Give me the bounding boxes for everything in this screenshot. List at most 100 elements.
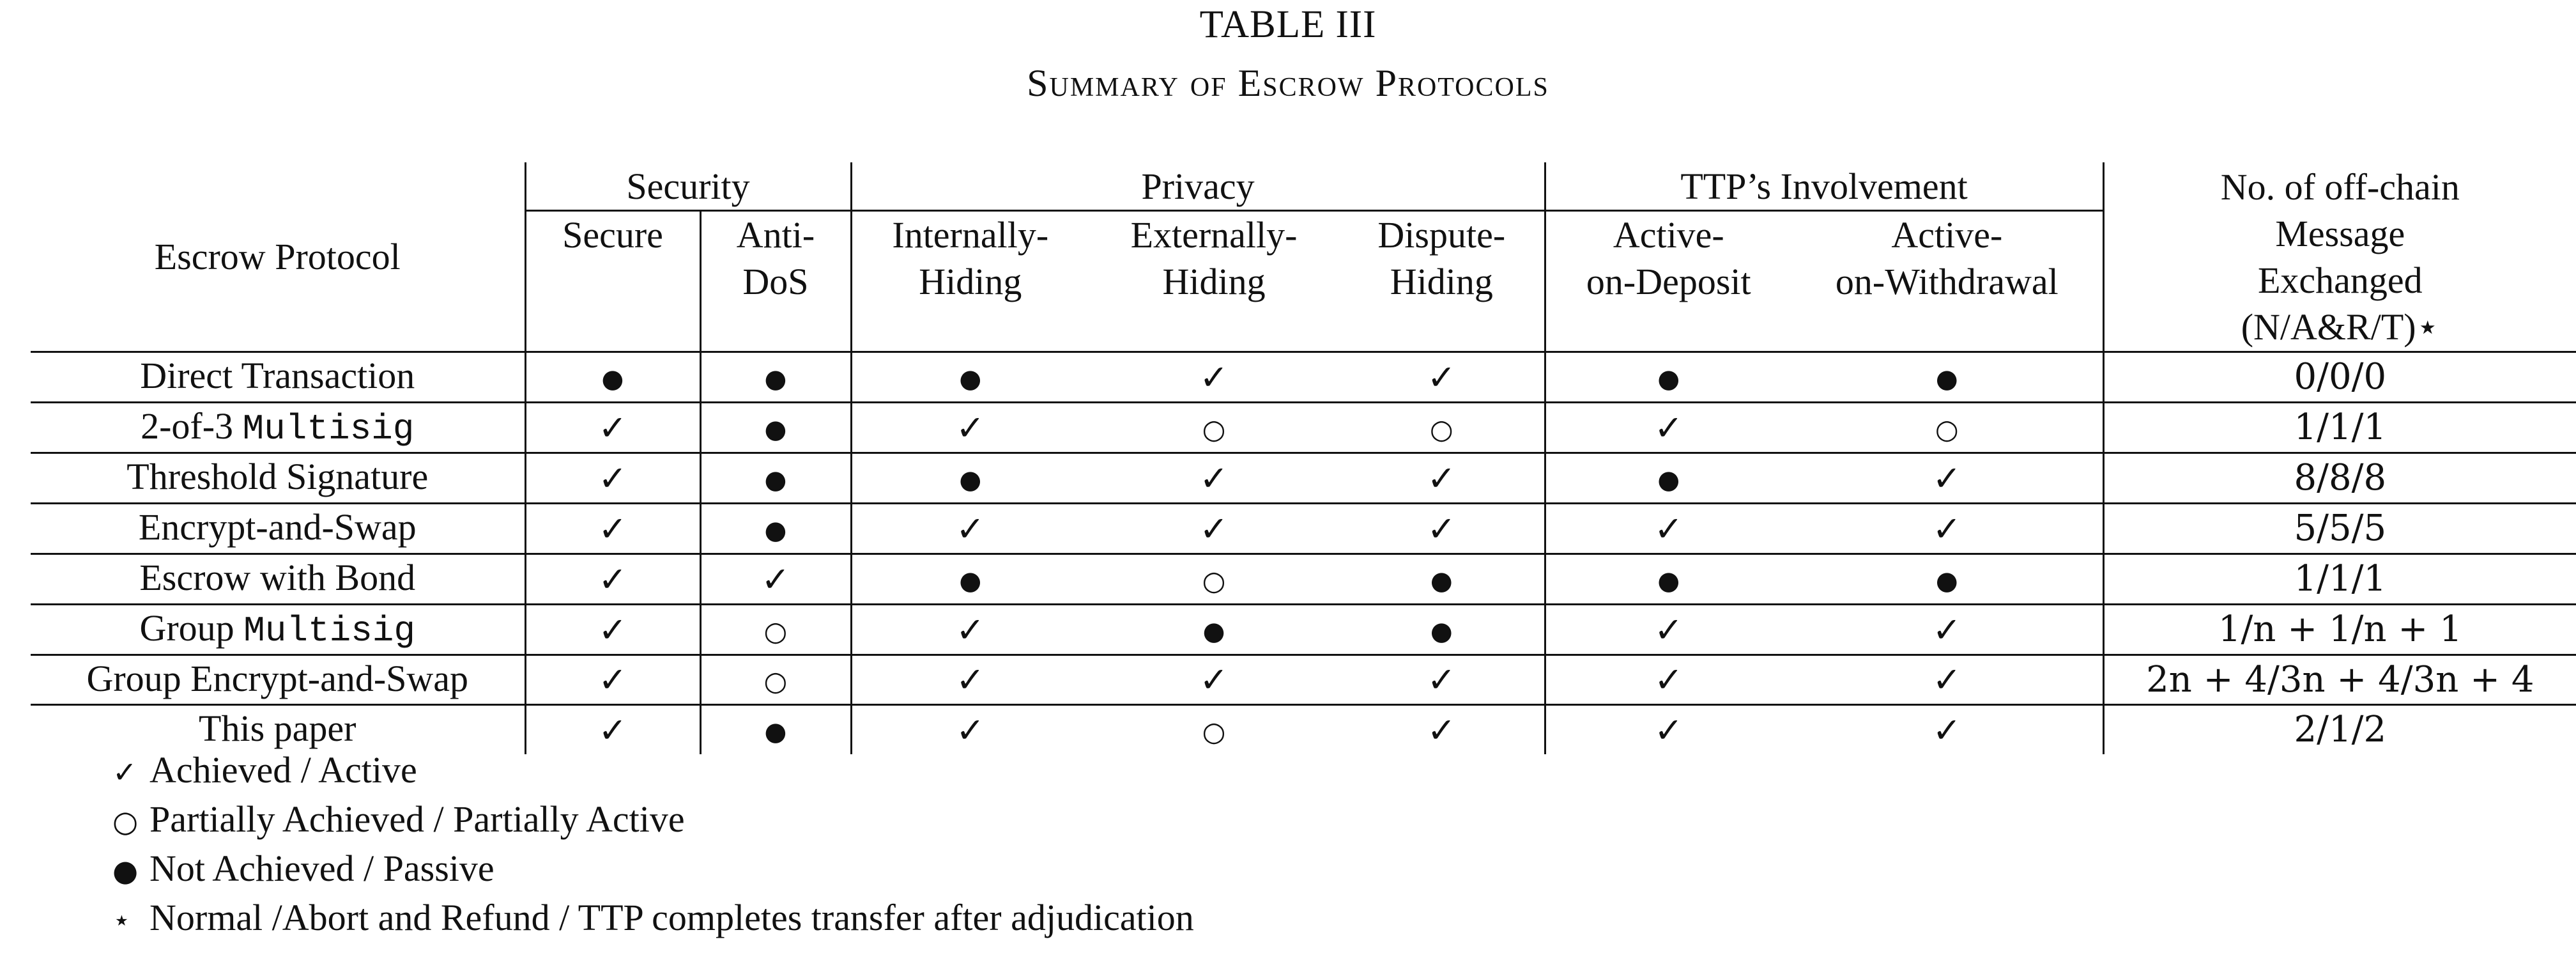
check-icon: ✓ — [956, 407, 985, 448]
dispute-hiding-header-line-1: Dispute- — [1377, 214, 1506, 256]
privacy-group-header: Privacy — [850, 162, 1545, 212]
check-icon: ✓ — [1932, 508, 1961, 549]
table-row: Group Encrypt-and-Swap ✓ ○ ✓ ✓ ✓ ✓ ✓ 2n + 4/3n +… — [31, 654, 2576, 705]
active-on-withdrawal-header-line-1: Active- — [1891, 214, 2003, 256]
active-on-deposit-column-header: Active- on-Deposit — [1544, 210, 1792, 352]
hollow-circle-icon: ○ — [1202, 413, 1226, 445]
hollow-circle-icon: ○ — [1935, 413, 1959, 445]
protocol-name: This paper — [199, 708, 356, 749]
protocol-name: Encrypt-and-Swap — [138, 506, 417, 548]
check-icon: ✓ — [598, 508, 627, 549]
legend: ✓ Achieved / Active ○ Partially Achieved / … — [112, 747, 1194, 943]
anti-dos-cell: ● — [699, 401, 852, 453]
table-row: Encrypt-and-Swap ✓ ● ✓ ✓ ✓ ✓ ✓ 5/5/5 — [31, 502, 2576, 554]
protocol-name-cell: Encrypt-and-Swap — [31, 502, 525, 554]
star-icon: ⋆ — [112, 903, 131, 937]
externally-hiding-column-header: Externally- Hiding — [1089, 211, 1339, 352]
internally-hiding-cell: ✓ — [850, 401, 1089, 453]
active-on-withdrawal-cell: ✓ — [1791, 654, 2104, 705]
protocol-name-monospace: Multisig — [242, 408, 415, 449]
externally-hiding-cell: ✓ — [1089, 502, 1340, 554]
table-row: Escrow with Bond ✓ ✓ ● ○ ● ● ● 1/1/1 — [31, 553, 2576, 605]
check-icon: ✓ — [1427, 458, 1456, 499]
filled-dot-icon: ● — [764, 516, 787, 545]
messages-exchanged-cell: 0/0/0 — [2102, 351, 2576, 403]
active-on-withdrawal-cell: ● — [1791, 351, 2104, 403]
check-icon: ✓ — [112, 755, 137, 789]
protocol-name: Group Encrypt-and-Swap — [86, 657, 469, 699]
secure-cell: ✓ — [524, 654, 700, 705]
protocol-name: Group — [139, 607, 244, 649]
internally-hiding-cell: ● — [850, 452, 1089, 504]
protocol-name-cell: Escrow with Bond — [31, 553, 525, 605]
hollow-circle-icon: ○ — [1202, 715, 1226, 747]
messages-header-line-2: Message — [2275, 212, 2405, 254]
anti-dos-cell: ○ — [699, 603, 852, 655]
externally-hiding-header-line-1: Externally- — [1130, 214, 1298, 256]
check-icon: ✓ — [598, 458, 627, 499]
filled-dot-icon: ● — [1657, 566, 1680, 596]
protocol-name-cell: This paper — [31, 704, 525, 754]
filled-dot-icon: ● — [112, 853, 139, 888]
active-on-withdrawal-cell: ✓ — [1791, 502, 2104, 554]
secure-header-text: Secure — [562, 214, 663, 256]
protocol-name-cell: Group Encrypt-and-Swap — [31, 654, 525, 705]
check-icon: ✓ — [1654, 660, 1683, 700]
active-on-deposit-cell: ✓ — [1544, 603, 1792, 655]
externally-hiding-cell: ○ — [1089, 401, 1340, 453]
check-icon: ✓ — [598, 559, 627, 600]
hollow-circle-icon: ○ — [1429, 413, 1453, 445]
hollow-circle-icon: ○ — [112, 804, 139, 839]
hollow-circle-icon: ○ — [763, 615, 788, 647]
dispute-hiding-cell: ✓ — [1339, 452, 1545, 504]
secure-cell: ✓ — [524, 553, 700, 605]
hollow-circle-icon: ○ — [763, 665, 788, 697]
filled-dot-icon: ● — [959, 566, 982, 596]
secure-column-header: Secure — [524, 210, 700, 352]
active-on-withdrawal-cell: ○ — [1791, 401, 2104, 453]
dispute-hiding-cell: ✓ — [1339, 704, 1545, 754]
table-row: Group Multisig ✓ ○ ✓ ● ● ✓ ✓ 1/n + 1/n + 1 — [31, 603, 2576, 655]
internally-hiding-cell: ✓ — [850, 704, 1089, 754]
active-on-withdrawal-header-line-2: on-Withdrawal — [1835, 261, 2058, 302]
table-row: Direct Transaction ● ● ● ✓ ✓ ● ● 0/0/0 — [31, 351, 2576, 403]
dispute-hiding-cell: ✓ — [1339, 351, 1545, 403]
check-icon: ✓ — [1199, 508, 1229, 549]
active-on-withdrawal-cell: ✓ — [1791, 603, 2104, 655]
check-icon: ✓ — [1654, 709, 1683, 750]
messages-header-line-3: Exchanged — [2257, 259, 2423, 301]
secure-cell: ✓ — [524, 502, 700, 554]
filled-dot-icon: ● — [1657, 364, 1680, 394]
filled-dot-icon: ● — [1657, 465, 1680, 495]
check-icon: ✓ — [1932, 709, 1961, 750]
check-icon: ✓ — [1427, 709, 1456, 750]
protocol-name-cell: Direct Transaction — [31, 351, 525, 403]
anti-dos-cell: ● — [699, 502, 852, 554]
dispute-hiding-cell: ● — [1339, 603, 1545, 655]
escrow-protocol-header: Escrow Protocol — [154, 236, 401, 277]
secure-cell: ✓ — [524, 704, 700, 754]
active-on-deposit-cell: ● — [1544, 452, 1792, 504]
messages-header: No. of off-chain Message Exchanged (N/A&… — [2102, 162, 2576, 352]
internally-hiding-cell: ✓ — [850, 603, 1089, 655]
active-on-withdrawal-cell: ● — [1791, 553, 2104, 605]
active-on-withdrawal-cell: ✓ — [1791, 452, 2104, 504]
internally-hiding-cell: ● — [850, 553, 1089, 605]
check-icon: ✓ — [1932, 660, 1961, 700]
table-title: Summary of Escrow Protocols — [1027, 62, 1549, 104]
escrow-protocols-table: Escrow Protocol Security Privacy TTP’s I… — [31, 162, 2576, 754]
legend-item: ● Not Achieved / Passive — [112, 845, 1194, 894]
anti-dos-header-line-2: DoS — [742, 261, 809, 302]
check-icon: ✓ — [1199, 458, 1229, 499]
protocol-name: Escrow with Bond — [139, 557, 416, 598]
protocol-name: Threshold Signature — [126, 456, 429, 497]
check-icon: ✓ — [1199, 357, 1229, 398]
messages-exchanged-cell: 1/1/1 — [2102, 553, 2576, 605]
externally-hiding-cell: ○ — [1089, 553, 1340, 605]
active-on-deposit-header-line-1: Active- — [1613, 214, 1724, 256]
anti-dos-cell: ● — [699, 351, 852, 403]
legend-text: Partially Achieved / Partially Active — [150, 798, 685, 840]
active-on-deposit-header-line-2: on-Deposit — [1586, 261, 1751, 302]
check-icon: ✓ — [956, 508, 985, 549]
check-icon: ✓ — [1427, 508, 1456, 549]
